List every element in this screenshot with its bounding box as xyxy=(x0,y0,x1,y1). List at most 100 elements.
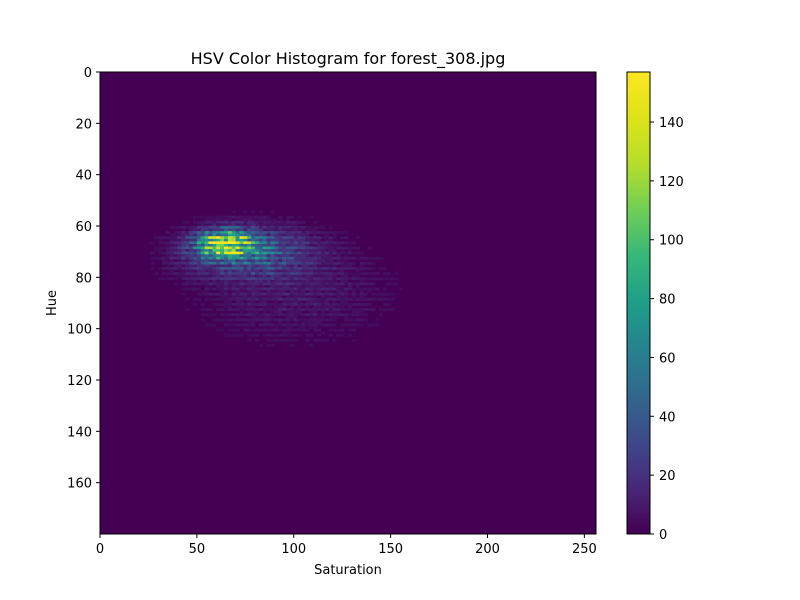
heatmap-cell xyxy=(185,308,190,311)
heatmap-cell xyxy=(382,277,388,281)
heatmap-cell xyxy=(344,308,349,311)
heatmap-cell xyxy=(317,333,322,337)
heatmap-cell xyxy=(305,295,310,299)
heatmap-cell xyxy=(208,261,213,265)
heatmap-cell xyxy=(317,282,322,286)
heatmap-cell xyxy=(212,233,217,237)
heatmap-cell xyxy=(355,267,360,270)
heatmap-cell xyxy=(270,228,275,232)
heatmap-cell xyxy=(150,261,155,265)
heatmap-cell xyxy=(196,231,202,234)
heatmap-cell xyxy=(348,251,353,255)
heatmap-cell xyxy=(235,218,240,222)
heatmap-cell xyxy=(340,246,345,250)
heatmap-cell xyxy=(286,297,291,301)
y-tick-label-4: 80 xyxy=(75,271,92,286)
heatmap-cell xyxy=(266,315,271,319)
heatmap-cell xyxy=(297,236,302,240)
heatmap-cell xyxy=(367,290,372,294)
heatmap-cell xyxy=(266,259,271,263)
heatmap-cell xyxy=(278,236,283,240)
heatmap-cell xyxy=(173,243,178,247)
heatmap-cell xyxy=(177,267,182,270)
heatmap-cell xyxy=(150,267,155,270)
heatmap-cell xyxy=(293,249,298,252)
heatmap-cell xyxy=(200,220,205,224)
heatmap-cell xyxy=(239,233,244,237)
heatmap-cell xyxy=(328,246,333,250)
heatmap-cell xyxy=(169,256,174,260)
heatmap-cell xyxy=(270,333,275,337)
heatmap-cell xyxy=(313,320,318,324)
heatmap-cell xyxy=(220,277,225,281)
heatmap-cell xyxy=(231,241,236,245)
heatmap-cell xyxy=(286,333,291,337)
heatmap-cell xyxy=(212,241,217,245)
heatmap-cell xyxy=(301,246,306,250)
heatmap-cell xyxy=(340,308,345,311)
heatmap-cell xyxy=(305,264,310,268)
heatmap-cell xyxy=(278,279,283,283)
heatmap-cell xyxy=(289,236,295,240)
heatmap-cell xyxy=(255,292,260,296)
heatmap-cell xyxy=(382,308,388,311)
heatmap-cell xyxy=(158,256,163,260)
heatmap-cell xyxy=(181,243,186,247)
heatmap-cell xyxy=(235,328,240,332)
heatmap-cell xyxy=(247,226,252,229)
heatmap-cell xyxy=(320,305,326,309)
heatmap-cell xyxy=(185,256,190,260)
heatmap-cell xyxy=(208,272,213,276)
heatmap-cell xyxy=(289,297,295,301)
heatmap-cell xyxy=(239,246,244,250)
heatmap-cell xyxy=(251,272,256,276)
heatmap-cell xyxy=(231,328,236,332)
heatmap-cell xyxy=(235,220,240,224)
heatmap-cell xyxy=(309,318,314,322)
heatmap-cell xyxy=(286,282,291,286)
heatmap-cell xyxy=(212,254,217,258)
heatmap-cell xyxy=(297,277,302,281)
heatmap-cell xyxy=(212,251,217,255)
heatmap-cell xyxy=(266,246,271,250)
heatmap-cell xyxy=(270,310,275,314)
heatmap-cell xyxy=(162,272,167,276)
heatmap-cell xyxy=(165,267,171,270)
heatmap-cell xyxy=(328,279,333,283)
heatmap-cell xyxy=(344,261,349,265)
heatmap-cell xyxy=(212,277,217,281)
heatmap-cell xyxy=(309,287,314,291)
colorbar-frame xyxy=(626,71,651,535)
heatmap-cell xyxy=(313,249,318,252)
heatmap-cell xyxy=(255,333,260,337)
heatmap-cell xyxy=(239,228,244,232)
heatmap-cell xyxy=(324,282,329,286)
heatmap-cell xyxy=(274,241,279,245)
heatmap-cell xyxy=(224,297,229,301)
heatmap-cell xyxy=(235,297,240,301)
heatmap-cell xyxy=(220,290,225,294)
heatmap-cell xyxy=(382,267,388,270)
heatmap-cell xyxy=(243,259,248,263)
heatmap-cell xyxy=(220,256,225,260)
heatmap-cell xyxy=(293,287,298,291)
heatmap-cell xyxy=(224,308,229,311)
heatmap-cell xyxy=(258,228,264,232)
heatmap-cell xyxy=(309,333,314,337)
heatmap-cell xyxy=(336,254,341,258)
heatmap-cell xyxy=(189,282,194,286)
heatmap-cell xyxy=(324,279,329,283)
heatmap-cell xyxy=(328,323,333,327)
heatmap-cell xyxy=(196,272,202,276)
heatmap-cell xyxy=(255,249,260,252)
heatmap-cell xyxy=(208,218,213,222)
heatmap-cell xyxy=(216,269,221,273)
heatmap-cell xyxy=(336,267,341,270)
heatmap-cell xyxy=(282,243,287,247)
heatmap-cell xyxy=(208,292,213,296)
heatmap-cell xyxy=(227,274,233,278)
heatmap-cell xyxy=(274,313,279,317)
heatmap-cell xyxy=(235,277,240,281)
heatmap-cell xyxy=(227,282,233,286)
heatmap-cell xyxy=(274,220,279,224)
